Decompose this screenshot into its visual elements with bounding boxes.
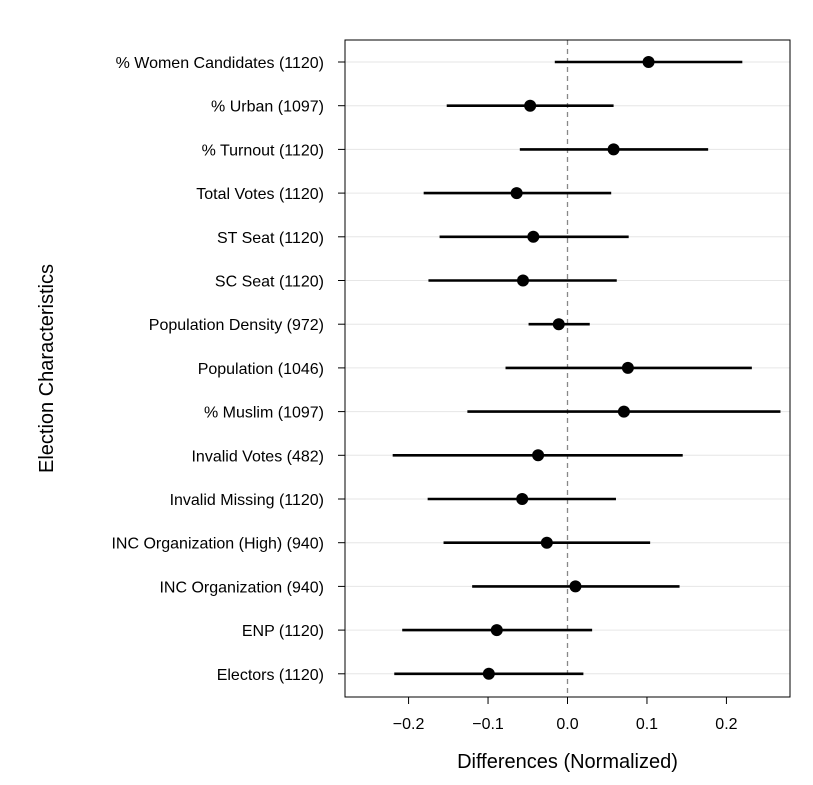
y-tick-label: Total Votes (1120) [196, 186, 324, 203]
point-estimate [540, 536, 553, 549]
point-estimate [516, 493, 529, 505]
y-tick-label: INC Organization (940) [159, 579, 324, 596]
y-tick-label: % Turnout (1120) [202, 142, 324, 159]
y-tick-label: % Urban (1097) [211, 99, 324, 116]
point-estimate [510, 187, 523, 200]
x-tick-label: −0.2 [393, 716, 425, 733]
x-tick-label: 0.0 [556, 716, 578, 733]
x-tick-label: −0.1 [472, 716, 504, 733]
y-tick-label: Invalid Missing (1120) [170, 492, 324, 509]
point-estimate [569, 580, 582, 593]
point-estimate [490, 624, 503, 637]
y-tick-label: Invalid Votes (482) [191, 448, 324, 465]
point-estimate [482, 667, 495, 680]
x-tick-label: 0.2 [715, 716, 737, 733]
y-tick-label: SC Seat (1120) [215, 274, 324, 291]
y-tick-label: Electors (1120) [217, 667, 324, 684]
y-axis-title: Election Characteristics [36, 264, 58, 473]
y-tick-label: % Muslim (1097) [204, 405, 324, 422]
y-tick-label: ENP (1120) [242, 623, 324, 640]
estimates-layer [392, 56, 781, 680]
point-estimate [607, 143, 620, 156]
y-tick-label: INC Organization (High) (940) [111, 536, 324, 553]
point-estimate [532, 449, 545, 462]
point-estimate [524, 99, 537, 112]
y-tick-label: Population (1046) [198, 361, 324, 378]
point-estimate [517, 274, 529, 287]
y-tick-label: Population Density (972) [149, 317, 324, 334]
point-estimate [527, 230, 540, 243]
point-estimate [617, 405, 630, 418]
x-tick-label: 0.1 [636, 716, 658, 733]
y-tick-labels: % Women Candidates (1120) % Urban (1097)%… [111, 55, 345, 684]
y-tick-label: ST Seat (1120) [217, 230, 324, 247]
point-estimate [552, 318, 565, 331]
x-tick-labels: −0.2 −0.1 0.0 0.1 0.2 [393, 697, 738, 733]
x-axis-title: Differences (Normalized) [457, 751, 678, 773]
point-estimate [642, 56, 655, 68]
point-estimate [621, 361, 634, 374]
y-tick-label: % Women Candidates (1120) [116, 55, 324, 72]
